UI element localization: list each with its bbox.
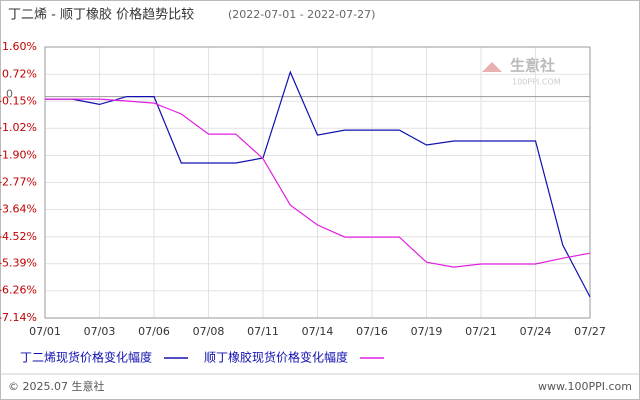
y-tick-label: -7.14% xyxy=(0,311,37,324)
x-tick-label: 07/27 xyxy=(574,325,606,338)
y-tick-label: -0.15% xyxy=(0,94,37,107)
watermark: 生意社 100PPI.COM xyxy=(482,57,561,87)
footer-right: www.100PPI.com xyxy=(538,380,632,393)
series-line xyxy=(45,98,591,268)
chart-subtitle: (2022-07-01 - 2022-07-27) xyxy=(228,8,375,21)
x-tick-label: 07/08 xyxy=(193,325,225,338)
x-tick-label: 07/06 xyxy=(138,325,170,338)
legend-label: 丁二烯现货价格变化幅度 xyxy=(20,350,152,365)
footer-left: © 2025.07 生意社 xyxy=(8,379,104,393)
x-tick-label: 07/24 xyxy=(520,325,552,338)
watermark-url: 100PPI.COM xyxy=(512,78,561,87)
y-tick-label: -2.77% xyxy=(0,176,37,189)
y-tick-label: -1.02% xyxy=(0,121,37,134)
x-tick-label: 07/11 xyxy=(247,325,279,338)
y-tick-label: 0.72% xyxy=(2,67,37,80)
x-tick-label: 07/21 xyxy=(465,325,497,338)
y-tick-label: -3.64% xyxy=(0,202,37,215)
y-tick-label: -5.39% xyxy=(0,257,37,270)
legend-label: 顺丁橡胶现货价格变化幅度 xyxy=(204,350,348,365)
x-tick-label: 07/14 xyxy=(302,325,334,338)
watermark-text: 生意社 xyxy=(510,57,555,75)
x-tick-label: 07/19 xyxy=(411,325,443,338)
x-tick-label: 07/16 xyxy=(356,325,388,338)
chart-title: 丁二烯 - 顺丁橡胶 价格趋势比较 xyxy=(8,7,194,23)
y-tick-label: 1.60% xyxy=(2,40,37,53)
series-line xyxy=(45,70,591,298)
y-tick-label: -6.26% xyxy=(0,284,37,297)
y-tick-label: -1.90% xyxy=(0,149,37,162)
x-tick-label: 07/01 xyxy=(29,325,61,338)
watermark-icon xyxy=(482,62,502,72)
x-tick-label: 07/03 xyxy=(84,325,116,338)
y-tick-label: -4.52% xyxy=(0,230,37,243)
plot-border xyxy=(44,46,591,319)
zero-label: 0 xyxy=(6,88,13,101)
